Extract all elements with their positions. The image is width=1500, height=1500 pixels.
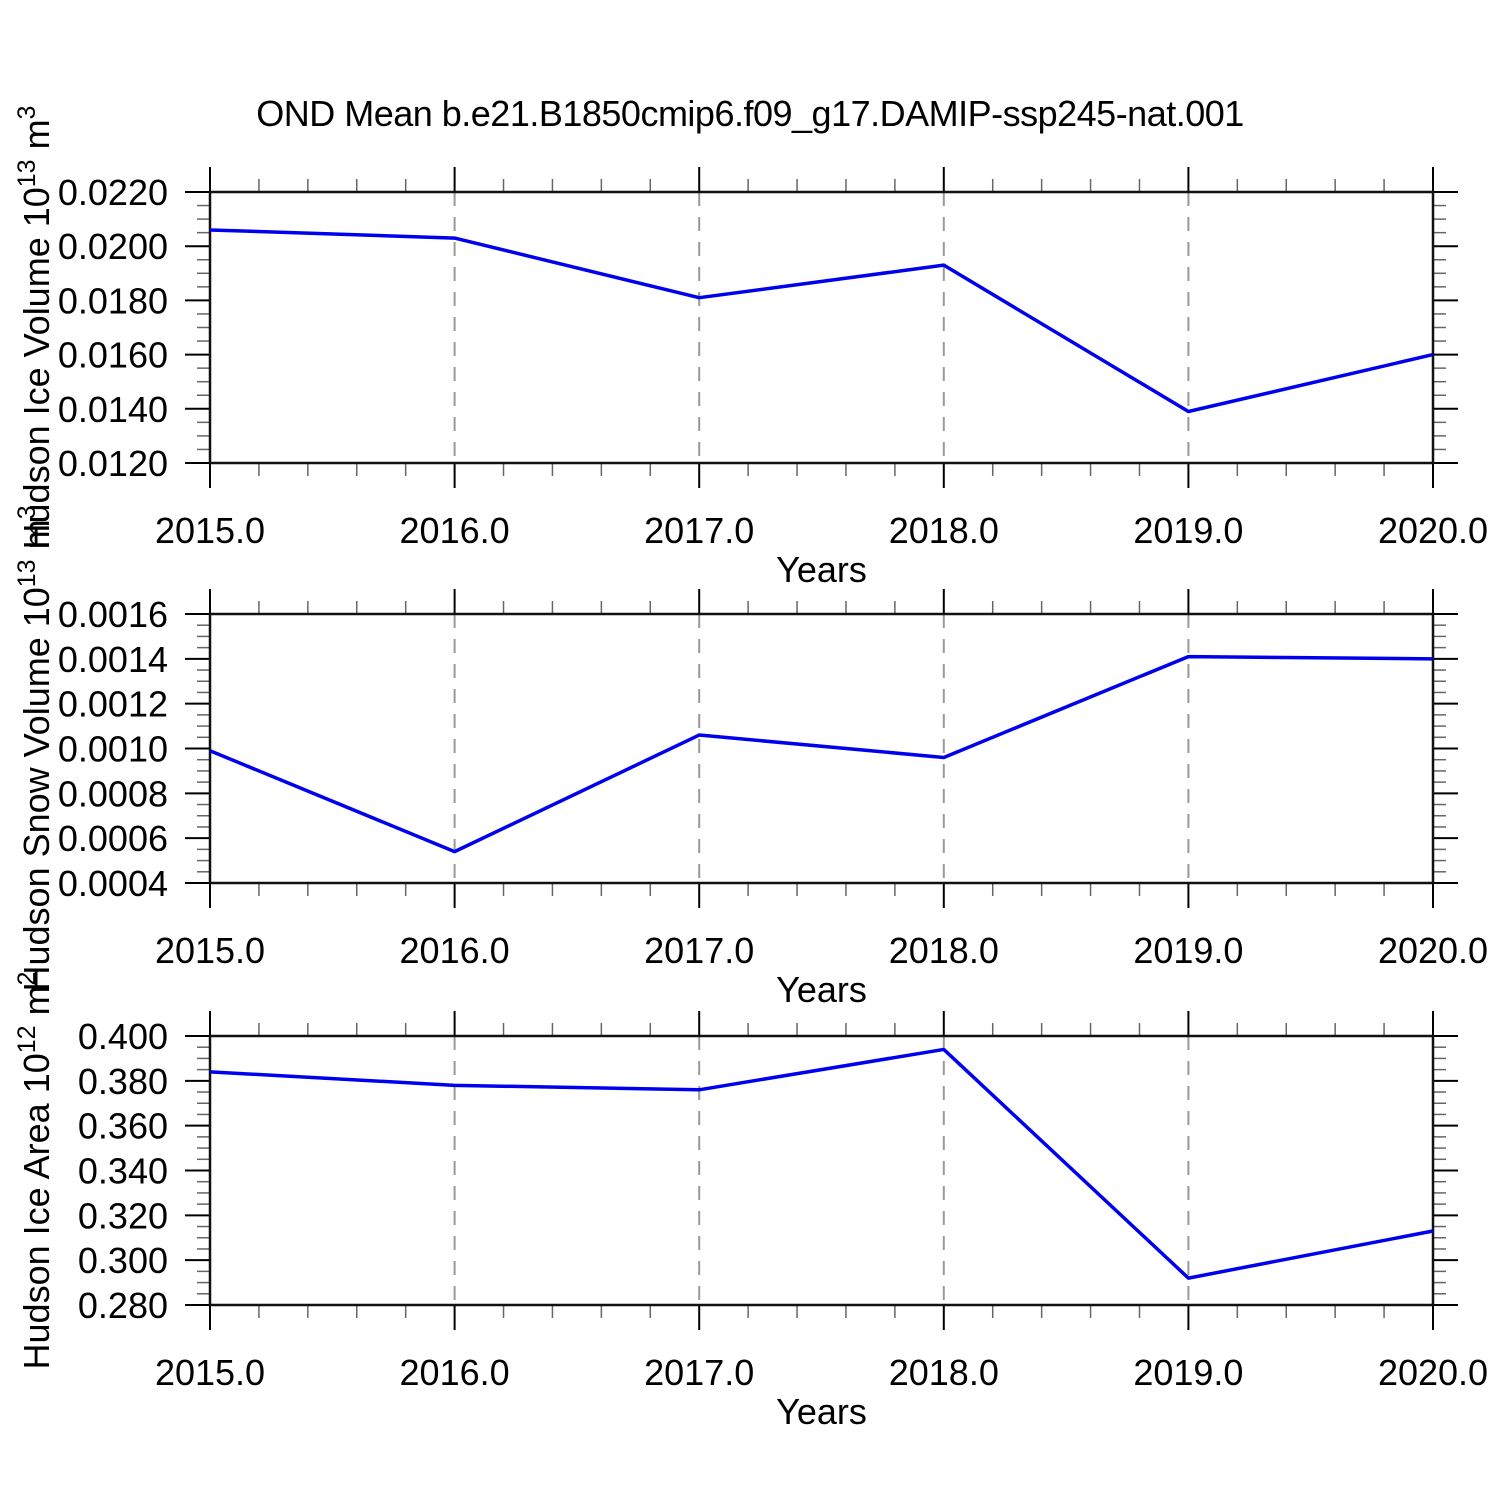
y-axis-title-segment: Hudson Snow Volume 10 [16, 587, 57, 991]
xtick-label: 2020.0 [1378, 1352, 1488, 1393]
x-axis-title: Years [776, 969, 867, 1010]
chart-hudson-ice-volume: 0.0120 0.0140 0.0160 0.0180 0.0200 0.0220 2015… [13, 106, 1488, 590]
y-axis-title-segment: m [16, 519, 57, 559]
xtick-label: 2016.0 [400, 510, 510, 551]
ytick-label: 0.0014 [58, 639, 168, 680]
plot-frame [208, 190, 1435, 465]
chart-title: OND Mean b.e21.B1850cmip6.f09_g17.DAMIP-… [256, 93, 1244, 134]
xtick-label: 2015.0 [155, 510, 265, 551]
xtick-label: 2016.0 [400, 1352, 510, 1393]
ytick-label: 0.0008 [58, 773, 168, 814]
plot-frame [208, 1034, 1435, 1307]
ytick-label: 0.320 [78, 1195, 168, 1236]
xtick-label: 2018.0 [889, 930, 999, 971]
ytick-label: 0.0160 [58, 335, 168, 376]
x-axis-title: Years [776, 1391, 867, 1432]
ytick-label: 0.0010 [58, 729, 168, 770]
y-axis-title-segment: 2 [13, 972, 41, 986]
xtick-label: 2017.0 [644, 1352, 754, 1393]
xtick-label: 2020.0 [1378, 930, 1488, 971]
series-line [209, 228, 1434, 414]
ytick-label: 0.280 [78, 1285, 168, 1326]
ytick-label: 0.0006 [58, 818, 168, 859]
xtick-label: 2019.0 [1133, 510, 1243, 551]
y-axis-title-segment: 3 [13, 506, 41, 520]
ytick-label: 0.0012 [58, 684, 168, 725]
ytick-label: 0.0180 [58, 280, 168, 321]
ytick-label: 0.400 [78, 1016, 168, 1057]
xtick-label: 2018.0 [889, 510, 999, 551]
ytick-label: 0.380 [78, 1061, 168, 1102]
y-axis-title-segment: 12 [13, 1025, 41, 1053]
xtick-label: 2016.0 [400, 930, 510, 971]
xtick-label: 2017.0 [644, 930, 754, 971]
ytick-label: 0.300 [78, 1240, 168, 1281]
y-axis-title-segment: 3 [13, 106, 41, 120]
ytick-label: 0.0200 [58, 226, 168, 267]
chart-hudson-snow-volume: 0.00040.00060.00080.00100.00120.00140.00… [13, 506, 1488, 1010]
ytick-label: 0.0140 [58, 389, 168, 430]
xtick-label: 2018.0 [889, 1352, 999, 1393]
y-axis-title-segment: m [16, 985, 57, 1025]
ytick-label: 0.0004 [58, 863, 168, 904]
y-axis-title: Hudson Ice Area 1012 m2 [13, 972, 57, 1370]
y-axis-title-segment: Hudson Ice Area 10 [16, 1053, 57, 1369]
ytick-label: 0.0220 [58, 172, 168, 213]
xtick-label: 2015.0 [155, 930, 265, 971]
ytick-label: 0.0120 [58, 443, 168, 484]
series-line [209, 654, 1434, 854]
xtick-label: 2019.0 [1133, 930, 1243, 971]
ytick-label: 0.0016 [58, 594, 168, 635]
xtick-label: 2017.0 [644, 510, 754, 551]
plot-frame [208, 612, 1435, 885]
xtick-label: 2020.0 [1378, 510, 1488, 551]
y-axis-title: Hudson Ice Volume 1013 m3 [13, 106, 57, 550]
y-axis-title-segment: 13 [13, 559, 41, 587]
series-line [209, 1047, 1434, 1280]
y-axis-title-segment: m [16, 119, 57, 159]
x-axis-title: Years [776, 549, 867, 590]
ytick-label: 0.340 [78, 1151, 168, 1192]
xtick-label: 2019.0 [1133, 1352, 1243, 1393]
ytick-label: 0.360 [78, 1106, 168, 1147]
xtick-label: 2015.0 [155, 1352, 265, 1393]
y-axis-title-segment: Hudson Ice Volume 10 [16, 187, 57, 549]
y-axis-title-segment: 13 [13, 159, 41, 187]
y-axis-title: Hudson Snow Volume 1013 m3 [13, 506, 57, 992]
